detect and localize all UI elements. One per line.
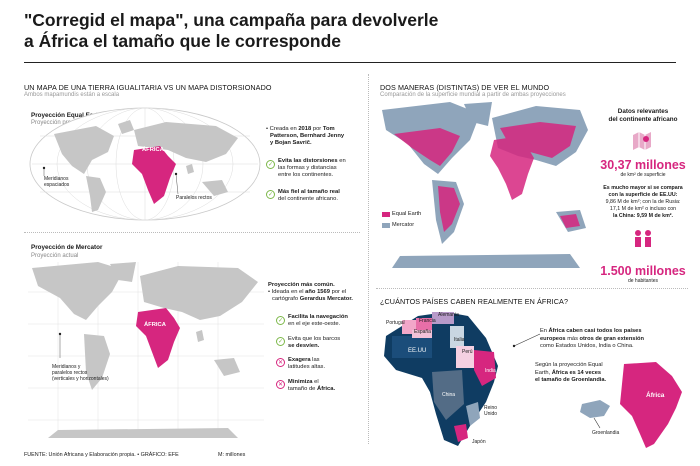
section-subtitle-right: Comparación de la superficie mundial a p… xyxy=(380,92,566,98)
mercator-pro-2: Evita que los barcos se desvíen. xyxy=(288,336,341,349)
country-label-spain: España xyxy=(414,329,431,335)
country-spain-shape xyxy=(412,330,432,338)
people-icon xyxy=(635,230,651,247)
mercator-intro: Proyección más común. • Ideada en el año… xyxy=(268,282,353,302)
mercator-map xyxy=(28,262,264,438)
mercator-map-title: Proyección de Mercator xyxy=(31,244,103,251)
africa-equal-earth-shape xyxy=(132,146,176,204)
country-label-portugal: Portugal xyxy=(386,320,405,326)
column-divider xyxy=(368,74,369,444)
note-leader-line xyxy=(512,333,541,348)
mercator-pro-1: Facilita la navegación en el eje este-oe… xyxy=(288,314,348,327)
mercator-lines-label: Meridianos y paralelos rectos (verticale… xyxy=(52,364,109,382)
section-title-left: UN MAPA DE UNA TIERRA IGUALITARIA VS UN … xyxy=(24,83,272,92)
equal-earth-map-subtitle: Proyección propuesta xyxy=(31,120,90,126)
country-label-usa: EE.UU xyxy=(408,348,427,354)
africa-area-value: 30,37 millones xyxy=(600,158,686,172)
country-label-japan: Japón xyxy=(472,439,486,445)
footer-source: FUENTE: Unión Africana y Elaboración pro… xyxy=(24,452,179,458)
title-line-1: "Corregid el mapa", una campaña para dev… xyxy=(24,10,439,30)
section-title-right: DOS MANERAS (DISTINTAS) DE VER EL MUNDO xyxy=(380,83,550,92)
africa-comparison-label: África xyxy=(646,392,665,399)
greenland-shape xyxy=(580,400,610,418)
right-separator xyxy=(376,288,688,289)
overlay-world-map xyxy=(382,102,588,268)
country-peru-shape xyxy=(456,346,474,368)
country-label-india: India xyxy=(485,368,496,374)
country-label-china: China xyxy=(442,392,456,398)
check-icon: ✓ xyxy=(276,316,285,325)
check-icon: ✓ xyxy=(266,160,275,169)
africa-population-unit: de habitantes xyxy=(627,278,659,284)
legend-swatch-equal-earth xyxy=(382,212,390,217)
africa-label-mercator: ÁFRICA xyxy=(144,322,166,328)
mercator-con-1: Exagera las latitudes altas. xyxy=(288,357,326,370)
africa-comparison-shape xyxy=(620,362,682,448)
greenland-label: Groenlandia xyxy=(592,430,620,436)
mercator-con-2: Minimiza el tamaño de África. xyxy=(288,379,336,392)
country-japan-shape xyxy=(454,424,468,442)
country-label-italy: Italia xyxy=(454,337,465,343)
equal-earth-intro: • Creada en 2018 por Tom Patterson, Bern… xyxy=(266,126,345,146)
africa-population-value: 1.500 millones xyxy=(600,264,686,278)
legend-label-equal-earth: Equal Earth xyxy=(392,211,422,217)
legend-label-mercator: Mercator xyxy=(392,222,415,228)
country-label-france: Francia xyxy=(419,318,436,324)
map-icon xyxy=(633,132,651,150)
equal-earth-map-title: Proyección Equal Earth Map xyxy=(31,112,117,119)
title-line-2: a África el tamaño que le corresponde xyxy=(24,31,342,51)
title-divider xyxy=(24,62,676,63)
section-title-countries: ¿CUÁNTOS PAÍSES CABEN REALMENTE EN ÁFRIC… xyxy=(380,297,569,306)
country-india-shape xyxy=(474,350,496,386)
equal-earth-feature-1: Evita las distorsiones en las formas y d… xyxy=(278,158,346,178)
country-france-shape xyxy=(416,318,432,332)
equal-earth-feature-2: Más fiel al tamaño real del continente a… xyxy=(278,189,340,202)
country-italy-shape xyxy=(450,326,464,348)
mercator-map-subtitle: Proyección actual xyxy=(31,253,79,259)
africa-label-equal-earth: ÁFRICA xyxy=(142,147,164,153)
size-comparison: Es mucho mayor si se compara con la supe… xyxy=(603,185,683,219)
note-greenland: Según la proyección Equal Earth, África … xyxy=(535,362,607,383)
legend-swatch-mercator xyxy=(382,223,390,228)
check-icon: ✓ xyxy=(276,337,285,346)
footer-units: M: millones xyxy=(218,452,246,458)
country-usa-shape xyxy=(392,336,432,358)
country-germany-shape xyxy=(432,312,454,324)
africa-area-unit: de km² de superficie xyxy=(620,172,666,178)
africa-mercator-shape xyxy=(136,308,180,368)
cross-icon: ✕ xyxy=(276,358,285,367)
country-label-uk: Reino Unido xyxy=(484,405,498,417)
africa-greenland-comparison xyxy=(580,362,682,448)
facts-title: Datos relevantes del continente africano xyxy=(608,108,678,123)
cross-icon: ✕ xyxy=(276,380,285,389)
check-icon: ✓ xyxy=(266,190,275,199)
meridians-label: Meridianos espaciados xyxy=(44,176,70,188)
country-uk-shape xyxy=(466,402,480,426)
country-label-peru: Perú xyxy=(462,349,473,355)
page-title: "Corregid el mapa", una campaña para dev… xyxy=(24,10,584,52)
left-separator xyxy=(24,232,360,233)
africa-countries-fit-map xyxy=(384,312,498,446)
country-label-germany: Alemania xyxy=(438,312,459,318)
section-subtitle-left: Ambos mapamundis están a escala xyxy=(24,92,120,98)
country-china-shape xyxy=(432,370,464,420)
equal-earth-map xyxy=(29,107,261,221)
parallels-label: Paralelos rectos xyxy=(176,195,212,201)
note-countries-fit: En África caben casi todos los países eu… xyxy=(540,328,644,349)
